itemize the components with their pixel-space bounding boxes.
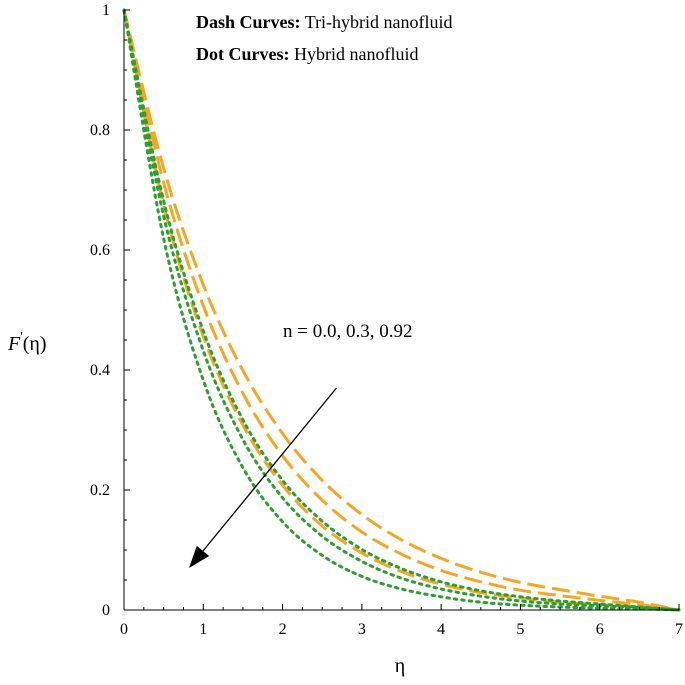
x-tick-label: 6 [596, 621, 604, 638]
ticks-layer: 0 1 2 3 4 5 6 7 0 0.2 0.4 0.6 0.8 1 [90, 2, 683, 638]
dot-series-line-5 [122, 8, 681, 612]
x-tick-label: 3 [358, 621, 366, 638]
legend-dash-line: Dash Curves: Tri-hybrid nanofluid [196, 12, 453, 32]
y-tick-label: 0.2 [90, 482, 110, 499]
legend-dot-line: Dot Curves: Hybrid nanofluid [196, 44, 418, 64]
x-axis-label: η [395, 655, 405, 677]
legend-dot-key: Dot Curves: [196, 44, 289, 64]
x-tick-label: 4 [437, 621, 445, 638]
x-tick-label: 1 [199, 621, 207, 638]
y-axis-label-arg: (η) [23, 333, 47, 355]
x-tick-label: 2 [279, 621, 287, 638]
dot-series-line-4 [122, 8, 681, 612]
y-tick-label: 0.4 [90, 362, 110, 379]
legend-dash-value: Tri-hybrid nanofluid [305, 12, 453, 32]
arrow-head [189, 545, 210, 568]
annotation-text: n = 0.0, 0.3, 0.92 [283, 321, 412, 342]
y-tick-label: 1 [102, 2, 110, 19]
y-axis-label-main: F [7, 333, 21, 355]
y-tick-label: 0.8 [90, 122, 110, 139]
y-axis-label: F'(η) [7, 330, 47, 355]
annotation-arrow [189, 387, 337, 568]
dash-series-line-1 [122, 9, 680, 612]
x-tick-label: 0 [120, 621, 128, 638]
dash-series-line-3 [122, 9, 680, 612]
legend-dash-key: Dash Curves: [196, 12, 301, 32]
curves-layer [122, 8, 681, 612]
axes-layer [123, 10, 679, 611]
arrow-shaft [202, 387, 337, 552]
x-tick-label: 5 [516, 621, 524, 638]
legend-dot-value: Hybrid nanofluid [294, 44, 418, 64]
dash-series-line-2 [122, 9, 680, 612]
dot-series-line-6 [122, 8, 681, 612]
x-tick-label: 7 [675, 621, 683, 638]
y-tick-label: 0 [102, 602, 110, 619]
y-axis-label-prime: ' [20, 330, 23, 345]
y-tick-label: 0.6 [90, 242, 110, 259]
